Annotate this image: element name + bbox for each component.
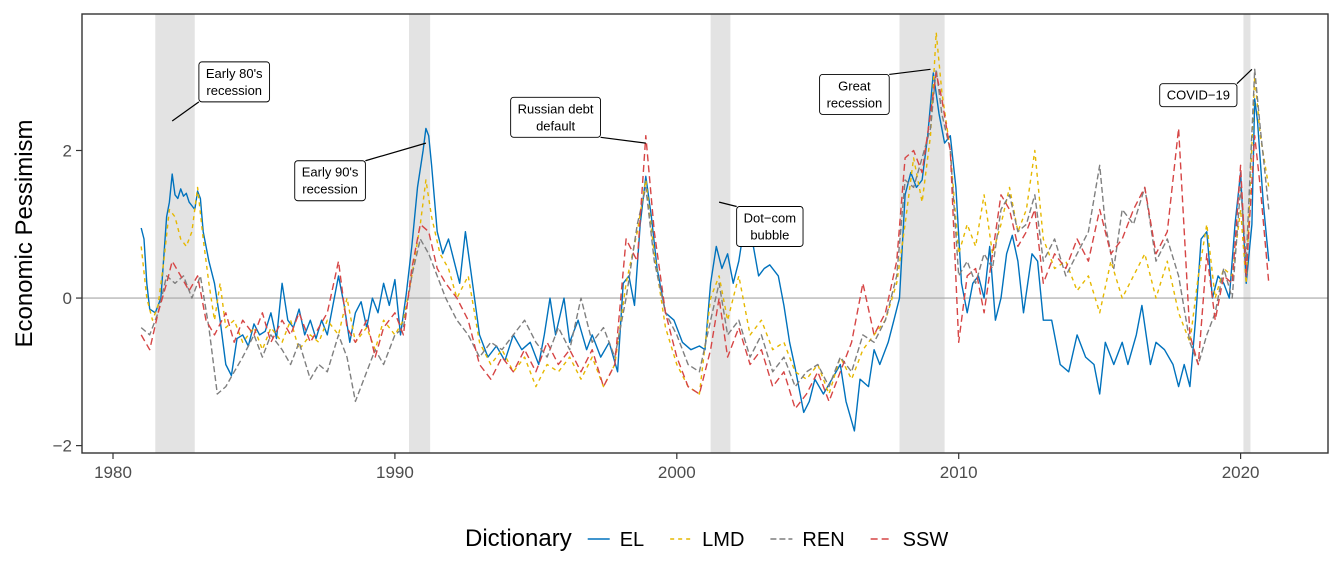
annotation-text: Early 80's bbox=[206, 66, 263, 81]
annotation-text: Dot−com bbox=[744, 210, 796, 225]
recession-bands bbox=[155, 14, 1251, 453]
recession-band-2 bbox=[409, 14, 431, 453]
annotation-leader-line bbox=[600, 136, 646, 144]
legend-title: Dictionary bbox=[465, 525, 572, 552]
y-tick-label: 0 bbox=[63, 289, 72, 308]
annotations: Early 80's recession Early 90's recession Ru… bbox=[171, 61, 1253, 247]
legend-item-ssw: SSW bbox=[870, 529, 949, 551]
annotation-text: COVID−19 bbox=[1167, 88, 1230, 103]
legend-item-ren: REN bbox=[770, 529, 845, 551]
y-tick-label: −2 bbox=[53, 437, 72, 456]
annotation-box bbox=[198, 61, 271, 103]
axes: 1980 1990 2000 2010 2020 −2 0 2 bbox=[53, 141, 1260, 482]
series-line-lmd bbox=[140, 31, 1270, 395]
annotation-leader-line bbox=[171, 101, 200, 122]
y-tick-label: 2 bbox=[63, 141, 72, 160]
annotation-6: COVID−19 bbox=[1159, 68, 1253, 108]
legend-label: SSW bbox=[903, 529, 949, 551]
series-line-el bbox=[140, 72, 1270, 432]
legend-item-el: EL bbox=[587, 529, 644, 551]
annotation-text: Great bbox=[838, 78, 871, 93]
annotation-text: bubble bbox=[750, 227, 789, 242]
x-tick-label: 2010 bbox=[940, 463, 978, 482]
annotation-3: Russian debt default bbox=[510, 96, 646, 144]
legend-label: REN bbox=[802, 529, 844, 551]
recession-band-4 bbox=[899, 14, 945, 453]
annotation-4: Dot−com bubble bbox=[718, 201, 804, 247]
legend-item-lmd: LMD bbox=[670, 529, 744, 551]
legend-items: EL LMD REN SSW bbox=[587, 529, 949, 551]
annotation-leader-line bbox=[365, 142, 427, 162]
annotation-box bbox=[510, 96, 601, 138]
annotation-text: Russian debt bbox=[518, 101, 594, 116]
x-tick-label: 2020 bbox=[1222, 463, 1260, 482]
legend: Dictionary EL LMD REN SSW bbox=[465, 525, 948, 552]
recession-band-5 bbox=[1243, 14, 1251, 453]
legend-label: LMD bbox=[702, 529, 744, 551]
series-line-ssw bbox=[140, 72, 1270, 410]
series-lines bbox=[140, 31, 1270, 432]
x-tick-label: 1980 bbox=[94, 463, 132, 482]
annotation-text: recession bbox=[206, 83, 262, 98]
annotation-box bbox=[736, 206, 804, 247]
x-tick-label: 1990 bbox=[376, 463, 414, 482]
legend-label: EL bbox=[620, 529, 644, 551]
annotation-box bbox=[819, 73, 890, 115]
x-tick-label: 2000 bbox=[658, 463, 696, 482]
annotation-text: Early 90's bbox=[302, 165, 359, 180]
recession-band-3 bbox=[710, 14, 731, 453]
annotation-5: Great recession bbox=[819, 68, 931, 115]
annotation-2: Early 90's recession bbox=[294, 142, 427, 202]
annotation-leader-line bbox=[718, 201, 737, 208]
annotation-box bbox=[294, 160, 366, 202]
annotation-1: Early 80's recession bbox=[171, 61, 271, 122]
annotation-box bbox=[1159, 83, 1238, 108]
annotation-leader-line bbox=[889, 68, 931, 76]
annotation-text: recession bbox=[827, 95, 883, 110]
annotation-leader-line bbox=[1236, 68, 1253, 85]
plot-panel-border bbox=[81, 13, 1329, 454]
recession-band-1 bbox=[155, 14, 195, 453]
annotation-text: default bbox=[536, 118, 575, 133]
series-line-ren bbox=[140, 68, 1270, 403]
annotation-text: recession bbox=[302, 182, 358, 197]
y-axis-label: Economic Pessimism bbox=[11, 119, 38, 347]
